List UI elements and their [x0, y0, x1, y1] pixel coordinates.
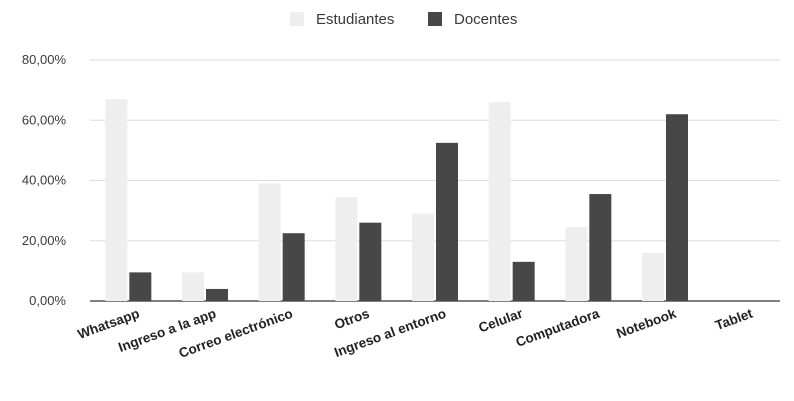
bar-docentes-6 — [589, 194, 612, 301]
bar-docentes-0 — [129, 272, 152, 301]
y-tick-label: 60,00% — [22, 112, 67, 127]
bar-docentes-2 — [282, 233, 305, 301]
x-tick-label: Computadora — [514, 306, 602, 350]
bar-estudiantes-7 — [642, 252, 664, 301]
x-tick-label: Tablet — [713, 306, 755, 334]
x-tick-label: Otros — [332, 306, 371, 332]
y-tick-label: 40,00% — [22, 173, 67, 188]
legend: Estudiantes Docentes — [290, 11, 517, 28]
y-tick-label: 80,00% — [22, 52, 67, 67]
x-tick-label: Notebook — [614, 306, 678, 342]
bar-estudiantes-4 — [412, 213, 434, 301]
bar-estudiantes-6 — [565, 227, 588, 301]
y-tick-label: 20,00% — [22, 233, 67, 248]
bar-docentes-5 — [512, 261, 535, 301]
bar-docentes-1 — [206, 288, 228, 301]
bar-estudiantes-0 — [105, 99, 128, 301]
legend-label-docentes: Docentes — [454, 11, 517, 28]
x-tick-label: Celular — [477, 305, 526, 335]
bars — [105, 99, 688, 301]
gridlines — [90, 59, 780, 302]
legend-swatch-docentes — [428, 12, 442, 26]
legend-swatch-estudiantes — [290, 12, 304, 26]
y-tick-label: 0,00% — [29, 293, 66, 308]
y-axis: 0,00% 20,00% 40,00% 60,00% 80,00% — [22, 52, 67, 308]
bar-docentes-3 — [359, 222, 382, 301]
bar-estudiantes-1 — [182, 272, 204, 301]
legend-label-estudiantes: Estudiantes — [316, 11, 394, 28]
bar-estudiantes-2 — [258, 183, 281, 301]
bar-docentes-4 — [436, 142, 458, 301]
bar-docentes-7 — [666, 114, 688, 301]
bar-estudiantes-3 — [335, 197, 358, 301]
bar-estudiantes-5 — [488, 102, 511, 301]
